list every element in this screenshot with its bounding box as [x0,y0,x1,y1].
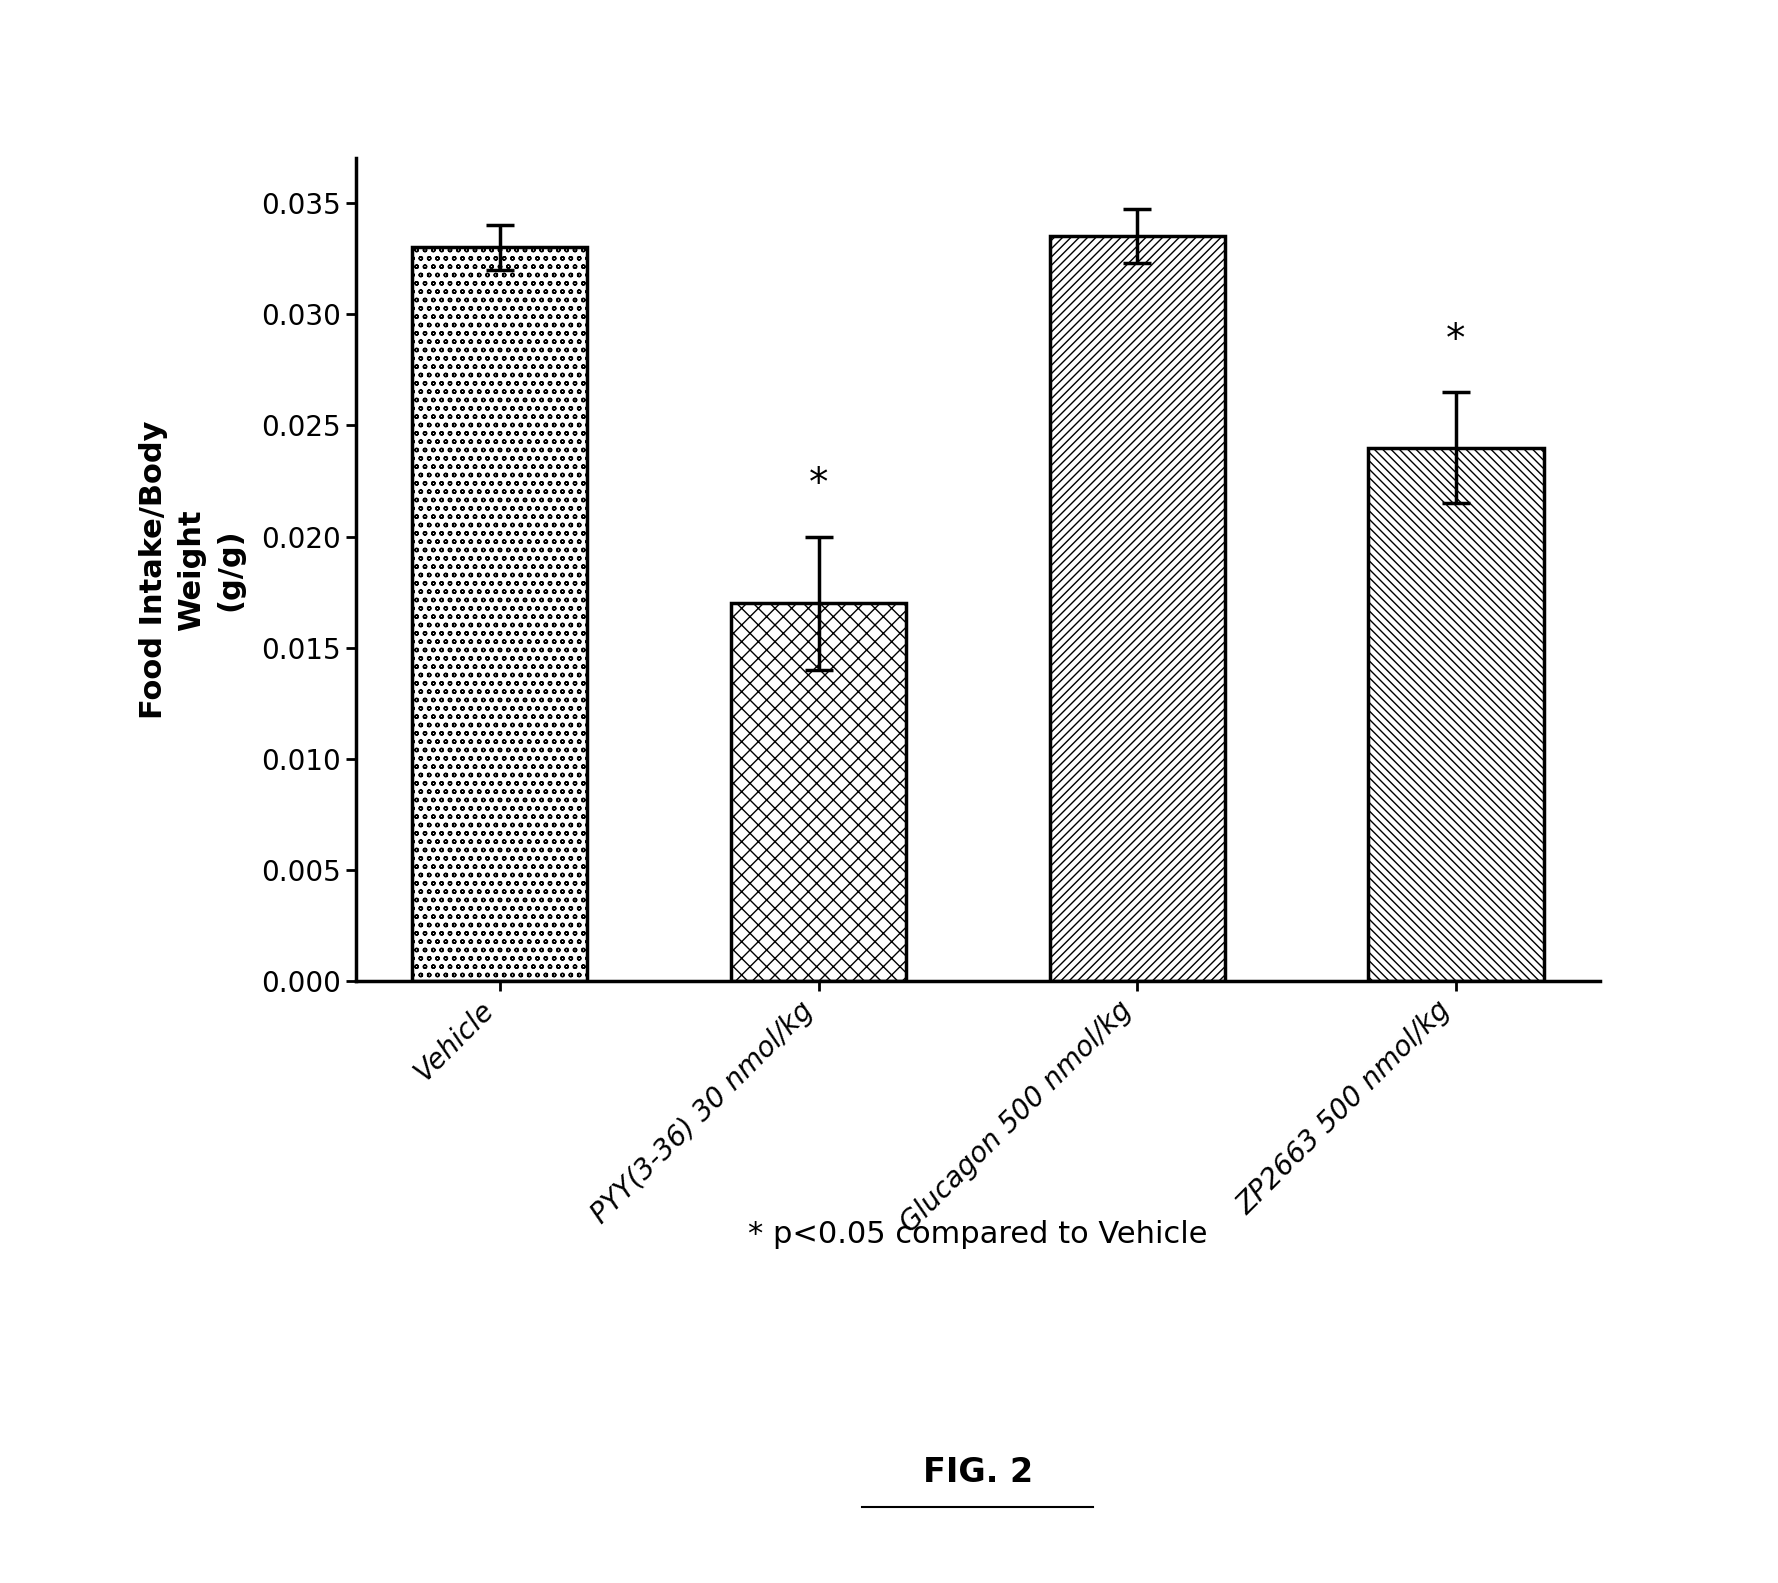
Bar [1369,448,1543,981]
Text: FIG. 2: FIG. 2 [923,1456,1033,1488]
Y-axis label: Food Intake/Body
Weight
(g/g): Food Intake/Body Weight (g/g) [139,421,245,719]
Text: * p<0.05 compared to Vehicle: * p<0.05 compared to Vehicle [749,1220,1207,1249]
Bar [1049,236,1225,981]
Text: *: * [1446,320,1465,358]
Bar [731,603,907,981]
Text: *: * [809,465,829,503]
Bar [412,247,587,981]
